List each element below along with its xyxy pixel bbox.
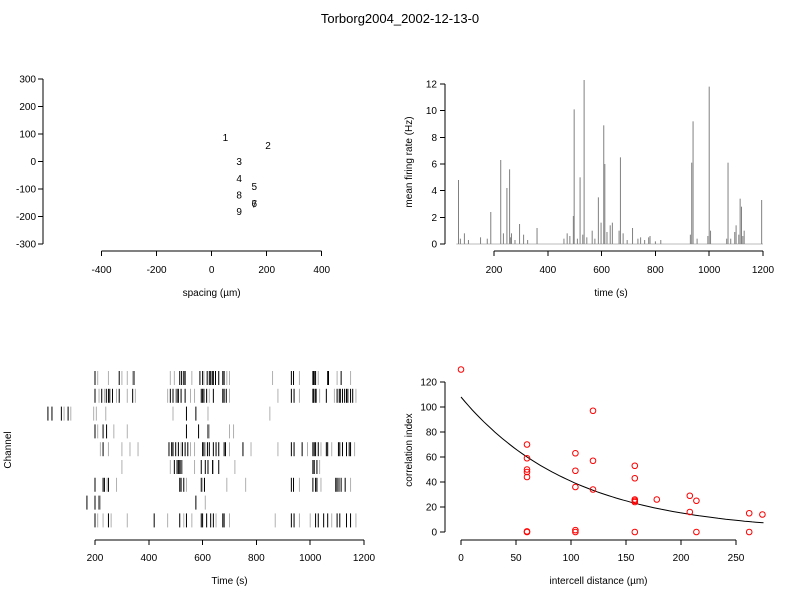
y-tick-label: 12 [426, 80, 438, 91]
x-tick-label: 200 [673, 553, 690, 564]
x-tick-label: 1200 [353, 553, 376, 564]
correlation-point [523, 441, 531, 448]
correlation-point [523, 468, 531, 476]
y-tick-label: 200 [19, 102, 36, 113]
x-tick-label: 200 [87, 553, 104, 564]
electrode-label: 7 [252, 200, 258, 211]
x-axis-label: time (s) [594, 288, 627, 299]
y-tick-label: -200 [16, 212, 36, 223]
x-tick-label: 200 [486, 265, 503, 276]
y-axis-label: correlation index [404, 413, 415, 486]
correlation-point [686, 508, 694, 516]
correlation-point [589, 486, 597, 493]
electrode-label: 5 [252, 182, 258, 193]
correlation-point [572, 467, 579, 475]
x-tick-label: 0 [458, 553, 464, 564]
x-tick-label: 1000 [698, 265, 721, 276]
x-axis-label: intercell distance (µm) [549, 576, 647, 587]
x-tick-label: 400 [313, 265, 330, 276]
x-tick-label: 400 [140, 553, 157, 564]
y-tick-label: 100 [420, 403, 437, 414]
y-tick-label: 40 [426, 478, 438, 489]
y-tick-label: 60 [426, 453, 438, 464]
y-tick-label: 0 [30, 157, 36, 168]
correlation-point [759, 511, 766, 518]
x-tick-label: 0 [209, 265, 215, 276]
fit-curve [460, 396, 764, 524]
y-tick-label: 4 [431, 186, 437, 197]
figure-title: Torborg2004_2002-12-13-0 [321, 11, 479, 26]
x-tick-label: 1200 [752, 265, 775, 276]
x-tick-label: 250 [728, 553, 745, 564]
y-axis-label: Channel [3, 431, 14, 468]
electrode-label: 1 [223, 133, 229, 144]
correlation-point [631, 498, 639, 506]
x-tick-label: 50 [510, 553, 522, 564]
correlation-point [572, 526, 579, 534]
y-tick-label: 0 [431, 240, 437, 251]
x-tick-label: 150 [618, 553, 635, 564]
correlation-point [572, 483, 579, 491]
x-tick-label: 800 [647, 265, 664, 276]
electrode-label: 6 [252, 199, 258, 210]
y-tick-label: 0 [431, 528, 437, 539]
firing-rate-panel: 200 400 600 800 1000 1200 0 2 4 6 8 10 12 time (s) mea… [404, 80, 775, 300]
y-tick-label: 100 [19, 130, 36, 141]
x-tick-label: 200 [258, 265, 275, 276]
x-axis-label: Time (s) [211, 576, 247, 587]
correlation-point [745, 528, 753, 536]
y-tick-label: 8 [431, 133, 437, 144]
correlation-point [631, 528, 639, 536]
correlation-point [745, 509, 753, 517]
x-tick-label: 600 [194, 553, 211, 564]
correlation-point [572, 528, 579, 536]
spike-raster-panel: 200 400 600 800 1000 1200 Time (s) Channel [3, 371, 376, 587]
correlation-point [589, 457, 597, 465]
correlation-point [693, 528, 700, 536]
y-tick-label: 2 [431, 213, 437, 224]
correlation-point [572, 449, 579, 457]
x-tick-label: 800 [248, 553, 265, 564]
x-tick-label: 400 [539, 265, 556, 276]
x-tick-label: 100 [563, 553, 580, 564]
correlation-point [693, 497, 700, 505]
correlation-point [653, 496, 661, 503]
correlation-point [523, 466, 531, 473]
x-tick-label: -200 [147, 265, 167, 276]
x-tick-label: 600 [593, 265, 610, 276]
y-tick-label: 80 [426, 428, 438, 439]
y-tick-label: -300 [16, 240, 36, 251]
electrode-label: 8 [236, 191, 242, 202]
electrode-label: 3 [236, 157, 242, 168]
electrode-label: 9 [236, 207, 242, 218]
correlation-point [686, 492, 694, 500]
correlation-point [631, 474, 639, 482]
x-axis-label: spacing (µm) [183, 288, 241, 299]
y-tick-label: -100 [16, 185, 36, 196]
y-axis-label: mean firing rate (Hz) [404, 116, 415, 207]
y-tick-label: 6 [431, 160, 437, 171]
electrode-label: 2 [265, 141, 271, 152]
y-tick-label: 20 [426, 503, 438, 514]
correlation-point [523, 528, 531, 536]
x-tick-label: -400 [92, 265, 112, 276]
correlation-point [523, 454, 531, 462]
electrode-label: 4 [236, 174, 242, 185]
correlation-point [457, 366, 465, 373]
electrode-layout-panel: -400 -200 0 200 400 -300 -200 -100 0 100 200 300 spa… [16, 75, 331, 300]
correlation-point [631, 462, 639, 470]
correlation-point [589, 407, 597, 415]
y-tick-label: 10 [426, 106, 438, 117]
y-tick-label: 120 [420, 378, 437, 389]
correlation-panel: 0 50 100 150 200 250 0 20 40 60 80 100 120 intercell … [404, 366, 766, 587]
correlation-point [523, 473, 531, 481]
x-tick-label: 1000 [299, 553, 322, 564]
y-tick-label: 300 [19, 75, 36, 86]
